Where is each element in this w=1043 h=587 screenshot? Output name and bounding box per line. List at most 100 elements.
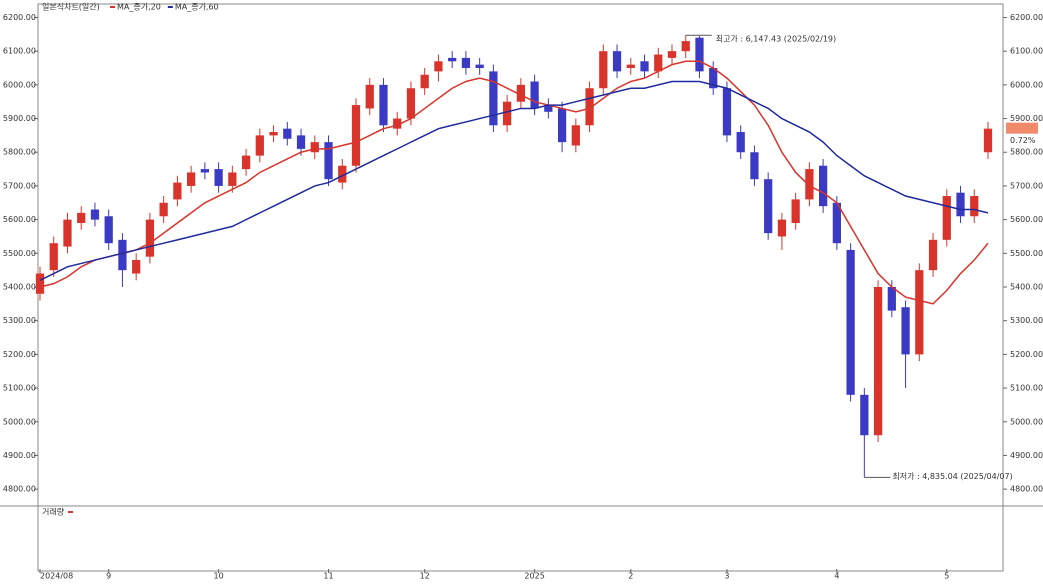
x-tick-label: 10 <box>214 572 224 581</box>
candle-body <box>983 128 993 153</box>
y2-tick-label: 4900.00 <box>1010 451 1043 460</box>
y2-tick-label: 5600.00 <box>1010 215 1043 224</box>
candle-body <box>928 239 938 271</box>
y2-tick-label: 5100.00 <box>1010 384 1043 393</box>
y2-tick-label: 5700.00 <box>1010 181 1043 190</box>
candle-body <box>557 108 567 143</box>
candle-body <box>159 202 168 217</box>
candle-body <box>681 41 690 52</box>
candle-body <box>228 172 237 186</box>
change-label: 0.72% <box>1010 136 1036 145</box>
candle-body <box>90 209 100 220</box>
candle-body <box>214 169 223 186</box>
candle-body <box>722 88 732 136</box>
candle-body <box>901 307 910 355</box>
y2-tick-label: 5300.00 <box>1010 316 1043 325</box>
chart-title: 일본식차트(일간) <box>42 2 100 12</box>
candle-body <box>35 273 45 294</box>
candle-body <box>241 155 251 170</box>
candle-body <box>709 68 718 89</box>
y2-tick-label: 6000.00 <box>1010 80 1043 89</box>
candle-body <box>571 125 580 146</box>
candle-body <box>461 57 471 69</box>
y2-tick-label: 6100.00 <box>1010 47 1043 56</box>
ma-line <box>39 80 989 281</box>
candle-body <box>516 84 525 102</box>
candle-body <box>791 199 800 223</box>
candle-body <box>63 219 72 247</box>
x-tick-label: 12 <box>420 572 430 581</box>
candle-body <box>942 196 951 240</box>
candle-body <box>324 142 333 180</box>
y2-tick-label: 5800.00 <box>1010 148 1043 157</box>
candle-body <box>283 128 292 139</box>
price-tag <box>1006 122 1038 134</box>
candle-body <box>104 216 113 244</box>
legend-swatch <box>110 6 115 8</box>
candle-body <box>338 165 347 183</box>
candle-body <box>448 57 457 62</box>
volume-title: 거래량 <box>42 507 65 517</box>
y-tick-label: 6000.00 <box>3 80 36 89</box>
candle-body <box>667 51 677 58</box>
y-tick-label: 6200.00 <box>3 13 36 22</box>
candle-body <box>585 88 594 126</box>
y2-tick-label: 4800.00 <box>1010 485 1043 494</box>
candle-body <box>434 61 443 72</box>
candle-body <box>860 394 869 436</box>
y2-tick-label: 5200.00 <box>1010 350 1043 359</box>
candle-body <box>805 169 814 200</box>
y-tick-label: 5700.00 <box>3 181 36 190</box>
candle-body <box>296 135 306 149</box>
y-tick-label: 4800.00 <box>3 485 36 494</box>
candle-body <box>819 165 828 207</box>
y2-tick-label: 5000.00 <box>1010 417 1043 426</box>
candle-body <box>612 51 622 72</box>
legend-label: MA_종가,60 <box>175 3 219 12</box>
x-tick-label: 4 <box>834 572 839 581</box>
candle-body <box>970 196 979 217</box>
candle-body <box>873 287 883 436</box>
x-tick-label: 3 <box>724 572 729 581</box>
x-tick-label: 9 <box>106 572 111 581</box>
candle-body <box>626 64 635 69</box>
x-tick-label: 2025 <box>524 572 544 581</box>
candle-body <box>475 64 484 69</box>
candle-body <box>956 192 965 217</box>
candle-body <box>915 270 924 355</box>
annotation: 최저가 : 4,835.04 (2025/04/07) <box>892 471 1012 481</box>
y-tick-label: 4900.00 <box>3 451 36 460</box>
candle-body <box>365 84 374 109</box>
candle-body <box>269 132 278 136</box>
annotation: 최고가 : 6,147.43 (2025/02/19) <box>716 34 836 44</box>
candle-body <box>750 152 759 180</box>
candle-body <box>200 169 209 173</box>
x-tick-label: 11 <box>323 572 333 581</box>
candle-body <box>544 105 553 112</box>
y-tick-label: 5800.00 <box>3 148 36 157</box>
candle-body <box>503 101 512 126</box>
candle-body <box>351 105 361 166</box>
y-tick-label: 5600.00 <box>3 215 36 224</box>
candle-body <box>145 219 155 257</box>
y-tick-label: 5000.00 <box>3 417 36 426</box>
candle-body <box>406 88 416 119</box>
candle-body <box>420 74 429 89</box>
y2-tick-label: 5900.00 <box>1010 114 1043 123</box>
candle-body <box>310 142 319 153</box>
candle-body <box>846 249 855 395</box>
x-tick-label: 5 <box>944 572 949 581</box>
y-tick-label: 5500.00 <box>3 249 36 258</box>
candle-body <box>379 84 388 126</box>
ma-line <box>39 60 989 305</box>
candle-body <box>132 260 141 274</box>
candle-body <box>695 37 704 72</box>
candle-body <box>173 182 182 200</box>
legend-swatch <box>167 6 173 8</box>
x-tick-label: 2 <box>628 572 633 581</box>
y-tick-label: 5400.00 <box>3 283 36 292</box>
candle-body <box>736 132 745 153</box>
candle-body <box>764 179 773 234</box>
candle-body <box>599 51 608 89</box>
